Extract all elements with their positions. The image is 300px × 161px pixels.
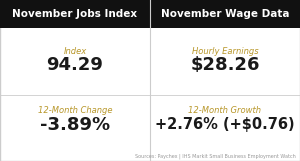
Text: Sources: Paychex | IHS Markit Small Business Employment Watch: Sources: Paychex | IHS Markit Small Busi… <box>135 153 296 159</box>
Text: +2.76% (+$0.76): +2.76% (+$0.76) <box>155 117 295 132</box>
Text: 94.29: 94.29 <box>46 56 104 74</box>
Bar <box>150 0 300 28</box>
Text: November Jobs Index: November Jobs Index <box>12 9 138 19</box>
Bar <box>0 0 150 28</box>
Text: Hourly Earnings: Hourly Earnings <box>192 47 258 56</box>
Text: 12-Month Change: 12-Month Change <box>38 106 112 115</box>
Text: $28.26: $28.26 <box>190 56 260 74</box>
Text: Index: Index <box>63 47 87 56</box>
Text: -3.89%: -3.89% <box>40 116 110 134</box>
Text: November Wage Data: November Wage Data <box>161 9 289 19</box>
Text: 12-Month Growth: 12-Month Growth <box>188 106 262 115</box>
